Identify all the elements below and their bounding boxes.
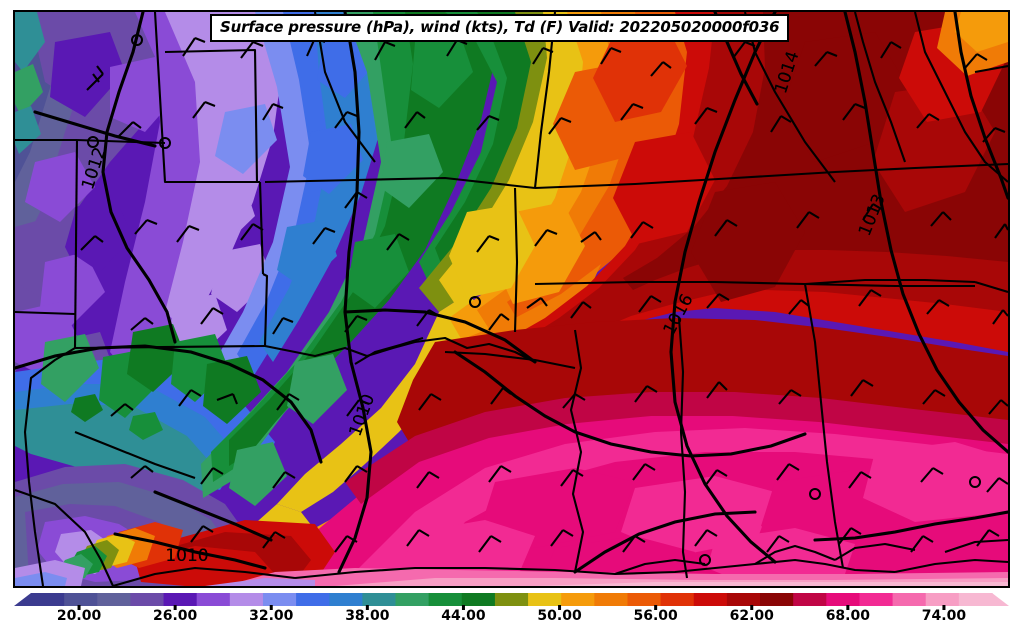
colorbar-band xyxy=(892,593,927,606)
colorbar-tick-label: 56.00 xyxy=(633,608,678,624)
state-borders xyxy=(15,12,1008,586)
colorbar-band xyxy=(428,593,463,606)
map-title: Surface pressure (hPa), wind (kts), Td (… xyxy=(210,14,790,43)
colorbar-band xyxy=(660,593,695,606)
wind-barbs xyxy=(80,34,1008,566)
colorbar-band xyxy=(64,593,98,606)
colorbar-over-arrow xyxy=(992,593,1009,606)
colorbar-band xyxy=(329,593,363,606)
colorbar-band xyxy=(958,593,993,606)
colorbar-band xyxy=(461,593,496,606)
colorbar-swatches[interactable] xyxy=(13,592,1010,610)
dewpoint-contour-fill xyxy=(15,12,1008,586)
colorbar-band xyxy=(229,593,264,606)
colorbar-band xyxy=(97,593,132,606)
colorbar-band xyxy=(494,593,529,606)
colorbar-tick-label: 44.00 xyxy=(441,608,486,624)
colorbar-band xyxy=(726,593,761,606)
colorbar-band xyxy=(561,593,595,606)
colorbar-band xyxy=(594,593,629,606)
colorbar-band xyxy=(528,593,562,606)
colorbar-tick-label: 38.00 xyxy=(345,608,390,624)
colorbar-band xyxy=(826,593,861,606)
colorbar-band xyxy=(163,593,198,606)
colorbar[interactable]: 20.00 26.00 32.00 38.00 44.00 50.00 56.00 62.00… xyxy=(13,592,1010,633)
colorbar-under-arrow xyxy=(14,593,31,606)
colorbar-band xyxy=(693,593,728,606)
colorbar-band xyxy=(196,593,231,606)
colorbar-band xyxy=(793,593,827,606)
colorbar-tick-label: 74.00 xyxy=(921,608,967,624)
map-panel[interactable]: 1012 1012 1010 1010 1010 1010 1016 1016 1013 1013… xyxy=(13,10,1010,588)
colorbar-band xyxy=(130,593,165,606)
colorbar-band xyxy=(925,593,960,606)
colorbar-band xyxy=(859,593,894,606)
colorbar-tick-label: 50.00 xyxy=(537,608,582,624)
colorbar-band xyxy=(31,593,65,606)
colorbar-tick-label: 32.00 xyxy=(249,608,294,624)
colorbar-band xyxy=(362,593,397,606)
colorbar-tick-label: 62.00 xyxy=(729,608,774,624)
colorbar-tick-label: 26.00 xyxy=(152,608,198,624)
colorbar-band xyxy=(760,593,794,606)
colorbar-tick-label: 68.00 xyxy=(825,608,870,624)
colorbar-band xyxy=(627,593,662,606)
colorbar-band xyxy=(262,593,297,606)
colorbar-tick-label: 20.00 xyxy=(56,608,102,624)
colorbar-band xyxy=(296,593,330,606)
colorbar-band xyxy=(395,593,430,606)
map-canvas[interactable] xyxy=(15,12,1008,586)
